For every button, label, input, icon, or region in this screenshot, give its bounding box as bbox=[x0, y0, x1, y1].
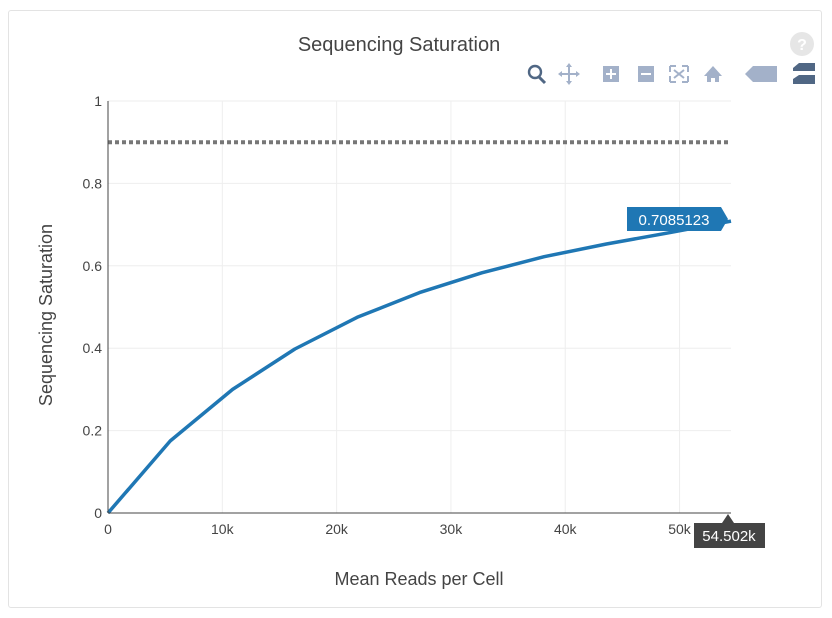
chart-title: Sequencing Saturation bbox=[298, 34, 500, 56]
zoom-out-icon[interactable] bbox=[638, 66, 654, 82]
svg-text:?: ? bbox=[797, 37, 807, 54]
autoscale-icon[interactable] bbox=[669, 65, 689, 83]
zoom-icon[interactable] bbox=[527, 64, 547, 85]
x-tick-label: 40k bbox=[554, 521, 578, 537]
hover-compare-icon[interactable] bbox=[793, 63, 815, 84]
x-tick-label: 30k bbox=[440, 521, 464, 537]
x-tick-label: 10k bbox=[211, 521, 235, 537]
x-axis-label: Mean Reads per Cell bbox=[334, 569, 503, 589]
hover-closest-icon[interactable] bbox=[745, 66, 777, 82]
saturation-series-line bbox=[106, 219, 732, 515]
y-tick-label: 0.4 bbox=[83, 340, 103, 356]
y-tick-label: 0.8 bbox=[83, 175, 103, 191]
x-tick-label: 50k bbox=[668, 521, 692, 537]
sequencing-saturation-chart: 0 10k 20k 30k 40k 50k 0 0.2 0.4 0.6 0.8 1 Sequencin… bbox=[36, 32, 815, 589]
svg-text:54.502k: 54.502k bbox=[702, 528, 756, 545]
pan-icon[interactable] bbox=[558, 63, 580, 85]
hover-y-label: 0.7085123 bbox=[627, 207, 728, 231]
hover-x-label: 54.502k bbox=[694, 514, 765, 548]
help-icon[interactable]: ? bbox=[790, 32, 814, 56]
y-tick-label: 1 bbox=[94, 93, 102, 109]
zoom-in-icon[interactable] bbox=[603, 66, 619, 82]
chart-toolbar: ? bbox=[527, 32, 815, 85]
x-tick-label: 20k bbox=[325, 521, 349, 537]
y-axis-label: Sequencing Saturation bbox=[36, 224, 56, 406]
y-tick-label: 0.6 bbox=[83, 258, 103, 274]
chart-card: 0 10k 20k 30k 40k 50k 0 0.2 0.4 0.6 0.8 1 Sequencin… bbox=[8, 10, 822, 608]
y-tick-label: 0 bbox=[94, 505, 102, 521]
x-tick-label: 0 bbox=[104, 521, 112, 537]
svg-text:0.7085123: 0.7085123 bbox=[639, 212, 710, 229]
home-icon[interactable] bbox=[704, 66, 722, 82]
y-tick-label: 0.2 bbox=[83, 423, 103, 439]
